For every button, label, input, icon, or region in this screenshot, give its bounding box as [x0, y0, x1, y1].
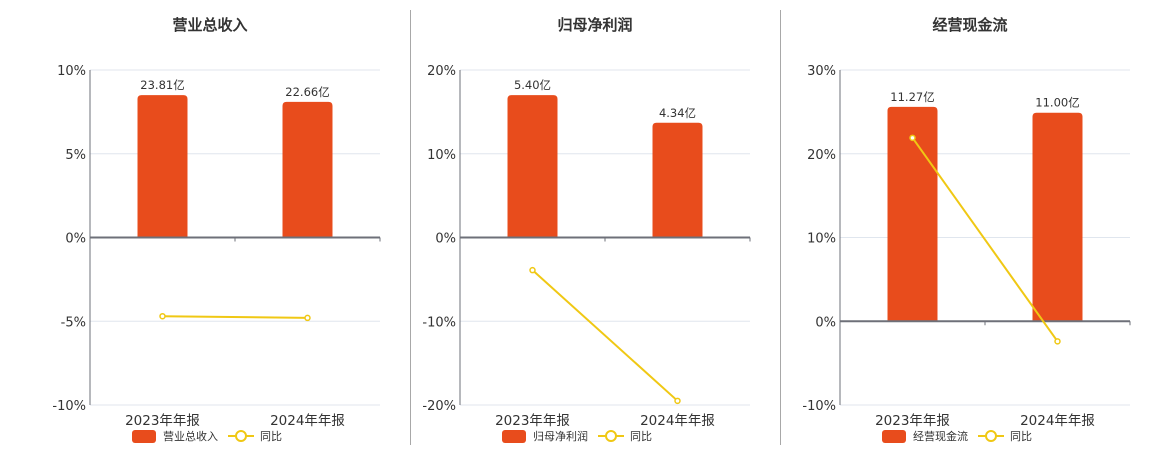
legend-bar-swatch[interactable] — [132, 429, 156, 443]
bar-value-label: 4.34亿 — [659, 106, 696, 120]
y-tick-label: 10% — [57, 64, 86, 79]
legend-line-label[interactable]: 同比 — [1010, 430, 1032, 443]
chart-legend: 经营现金流 同比 — [882, 428, 1032, 444]
yoy-point[interactable] — [304, 314, 311, 322]
legend-bar-swatch[interactable] — [502, 429, 526, 443]
yoy-line — [911, 137, 1059, 342]
y-tick-label: 5% — [65, 148, 86, 163]
x-category-label: 2024年年报 — [640, 413, 715, 429]
y-tick-label: -5% — [61, 315, 86, 330]
y-tick-label: 0% — [435, 232, 456, 247]
legend-bar-label[interactable]: 营业总收入 — [163, 430, 218, 443]
bar[interactable] — [282, 101, 333, 238]
chart-plot: 30% 20% 10% 0% -10% 11.27亿 11.00亿 2023年年报 2024年年… — [802, 64, 1131, 429]
chart-plot: 10% 5% 0% -5% -10% 23.81亿 22.66亿 2023年年报 2024年年报 — [52, 64, 381, 429]
bar[interactable] — [1032, 112, 1083, 322]
bar-value-label: 5.40亿 — [514, 78, 551, 92]
x-category-label: 2023年年报 — [495, 413, 570, 429]
y-tick-label: 20% — [427, 64, 456, 79]
y-tick-label: 20% — [807, 148, 836, 163]
bar-value-label: 11.00亿 — [1035, 96, 1079, 110]
chart-legend: 营业总收入 同比 — [132, 428, 282, 444]
chart-panel-revenue: 营业总收入 10% 5% 0% -5% -10% 23.81亿 22.66亿 2023年年报 2… — [20, 0, 400, 450]
legend-line-icon[interactable] — [598, 429, 624, 443]
y-tick-label: 0% — [815, 315, 836, 330]
legend-line-icon[interactable] — [228, 429, 254, 443]
y-tick-label: -20% — [422, 399, 456, 414]
yoy-point[interactable] — [159, 312, 166, 320]
bar-value-label: 23.81亿 — [140, 78, 184, 92]
chart-title: 营业总收入 — [172, 16, 248, 34]
bar[interactable] — [652, 122, 703, 238]
bar[interactable] — [507, 95, 558, 238]
y-tick-label: 10% — [427, 148, 456, 163]
y-tick-label: 30% — [807, 64, 836, 79]
yoy-point[interactable] — [674, 397, 681, 405]
yoy-line — [162, 315, 308, 319]
chart-title: 经营现金流 — [932, 16, 1008, 34]
bar[interactable] — [137, 95, 188, 238]
chart-panel-operating-cash-flow: 经营现金流 30% 20% 10% 0% -10% 11.27亿 11.00亿 2023年年报… — [780, 0, 1160, 450]
panel-divider — [780, 10, 781, 445]
legend-line-label[interactable]: 同比 — [260, 430, 282, 443]
bar[interactable] — [887, 106, 938, 322]
y-tick-label: -10% — [802, 399, 836, 414]
legend-bar-label[interactable]: 归母净利润 — [533, 430, 588, 443]
bar-value-label: 11.27亿 — [890, 90, 934, 104]
yoy-point[interactable] — [1054, 338, 1061, 345]
x-category-label: 2024年年报 — [270, 413, 345, 429]
yoy-line — [531, 269, 679, 402]
chart-panel-net-profit: 归母净利润 20% 10% 0% -10% -20% 5.40亿 4.34亿 2023年年报 2… — [410, 0, 780, 450]
y-tick-label: -10% — [422, 315, 456, 330]
y-tick-label: -10% — [52, 399, 86, 414]
chart-plot: 20% 10% 0% -10% -20% 5.40亿 4.34亿 2023年年报 2024年年报 — [422, 64, 751, 429]
yoy-point[interactable] — [529, 266, 536, 274]
bar-value-label: 22.66亿 — [285, 85, 329, 99]
legend-bar-swatch[interactable] — [882, 429, 906, 443]
x-category-label: 2023年年报 — [875, 413, 950, 429]
legend-bar-label[interactable]: 经营现金流 — [913, 430, 968, 443]
y-tick-label: 0% — [65, 232, 86, 247]
y-tick-label: 10% — [807, 232, 836, 247]
chart-legend: 归母净利润 同比 — [502, 428, 652, 444]
yoy-point[interactable] — [909, 134, 916, 142]
chart-title: 归母净利润 — [557, 16, 633, 34]
x-category-label: 2024年年报 — [1020, 413, 1095, 429]
panel-divider — [410, 10, 411, 445]
x-category-label: 2023年年报 — [125, 413, 200, 429]
legend-line-icon[interactable] — [978, 429, 1004, 443]
legend-line-label[interactable]: 同比 — [630, 430, 652, 443]
